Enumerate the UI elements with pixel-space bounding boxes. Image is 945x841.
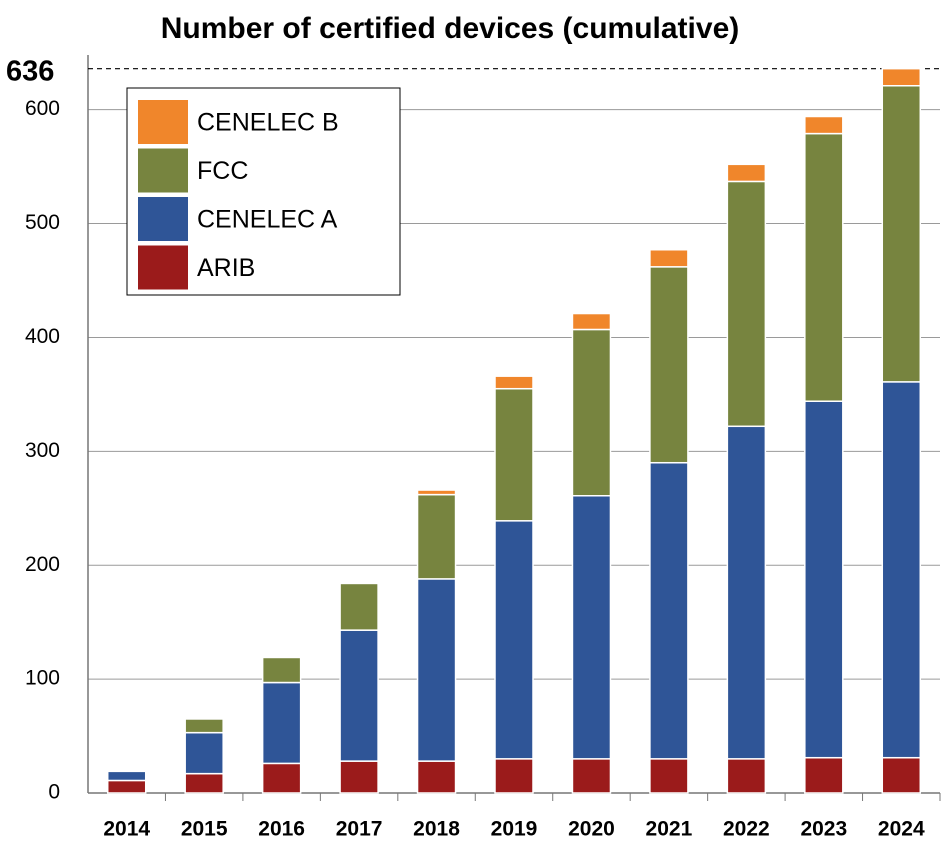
x-tick-label: 2015 [181,818,228,841]
legend-label: ARIB [197,254,255,282]
legend-swatch [138,148,188,193]
bar-segment [804,115,844,135]
y-tick-label: 200 [25,553,60,576]
bar-segment [804,400,844,759]
bar-segment [726,758,767,794]
bar-segment [416,489,457,496]
x-tick-label: 2020 [568,818,615,841]
bar-segment [339,760,379,794]
bar-segment [416,760,457,794]
legend-swatch [138,197,188,241]
bar-segment [261,681,302,765]
bar-segment [184,772,224,794]
y-tick-label: 400 [25,325,60,348]
bar-segment [649,758,689,794]
bar-segment [726,163,767,183]
bar-segment [571,495,612,760]
legend-swatch [138,100,188,144]
legend-label: FCC [197,157,248,185]
bar-segment [804,132,844,402]
bar-segment [184,718,224,734]
bar-segment [881,381,922,759]
x-tick-label: 2014 [103,818,150,841]
legend-swatch [138,245,188,290]
bar-segment [881,756,922,794]
bar-segment [261,762,302,794]
bar-segment [649,249,689,268]
x-tick-label: 2016 [258,818,305,841]
bar-segment [804,756,844,794]
bar-segment [726,425,767,760]
y-tick-label: 300 [25,439,60,462]
bar-segment [106,779,147,794]
bar-segment [571,328,612,497]
bar-segment [339,629,379,762]
bar-segment [649,461,689,760]
x-tick-label: 2021 [646,818,693,841]
bar-segment [571,758,612,794]
bar-segment [494,387,534,522]
x-tick-label: 2024 [878,818,925,841]
bar-segment [339,582,379,631]
y-tick-label: 500 [25,211,60,234]
annotation-label: 636 [6,55,54,87]
bar-segment [494,520,534,760]
bar-segment [106,770,147,782]
x-tick-label: 2019 [491,818,538,841]
legend-label: CENELEC B [197,109,339,137]
bar-segment [881,67,922,87]
y-tick-label: 0 [48,781,60,804]
x-tick-label: 2018 [413,818,460,841]
bar-segment [726,180,767,428]
bar-segment [494,375,534,390]
bar-segment [494,758,534,794]
bar-segment [416,578,457,762]
bar-segment [184,731,224,775]
bar-segment [261,656,302,684]
y-tick-label: 600 [25,97,60,120]
bar-segment [649,266,689,464]
bar-segment [571,312,612,331]
y-tick-label: 100 [25,667,60,690]
legend-label: CENELEC A [197,206,338,234]
x-tick-label: 2022 [723,818,770,841]
bar-segment [881,85,922,383]
bar-segment [416,493,457,580]
x-tick-label: 2017 [336,818,383,841]
x-tick-label: 2023 [800,818,847,841]
chart-title: Number of certified devices (cumulative) [161,12,740,45]
